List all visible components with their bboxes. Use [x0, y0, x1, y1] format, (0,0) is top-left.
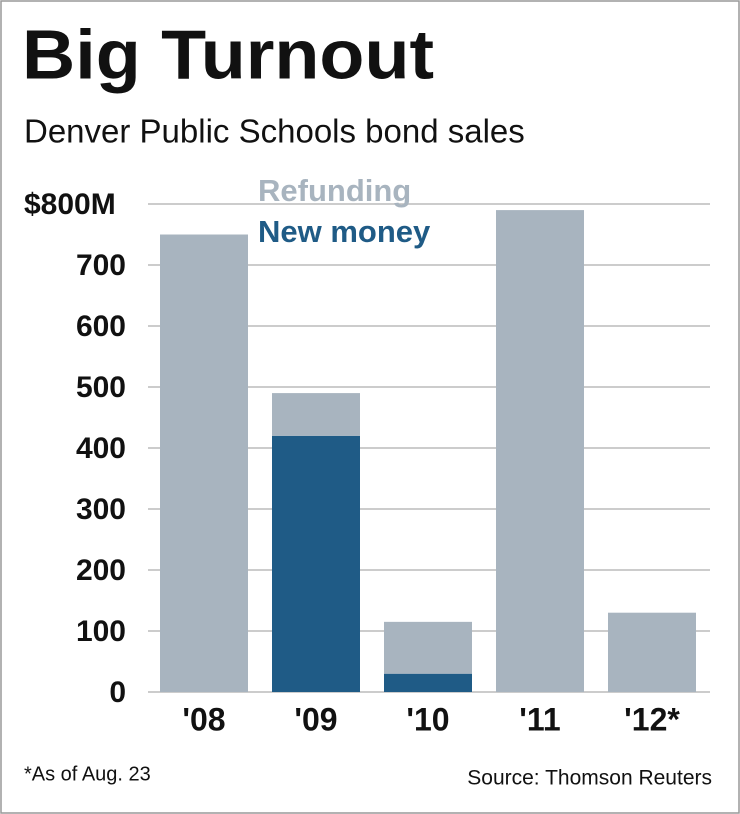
- y-tick-label: 400: [76, 432, 126, 465]
- chart-title: Big Turnout: [22, 15, 434, 93]
- x-tick-label: '10: [406, 701, 449, 737]
- bar-segment: [384, 673, 472, 692]
- y-tick-label: 600: [76, 310, 126, 343]
- source: Source: Thomson Reuters: [467, 767, 712, 790]
- x-tick-label: '08: [182, 701, 225, 737]
- bar-segment: [272, 393, 360, 436]
- y-tick-label: 700: [76, 249, 126, 282]
- chart-subtitle: Denver Public Schools bond sales: [24, 113, 525, 150]
- y-tick-label: 100: [76, 615, 126, 648]
- legend-label: Refunding: [258, 173, 411, 208]
- legend-label: New money: [258, 214, 431, 249]
- y-tick-label: $800M: [24, 188, 116, 221]
- bar-segment: [496, 210, 584, 692]
- x-tick-label: '11: [519, 701, 560, 737]
- bar-segment: [160, 234, 248, 692]
- y-tick-label: 200: [76, 554, 126, 587]
- bar-segment: [272, 435, 360, 692]
- y-tick-label: 0: [109, 676, 126, 709]
- bar-segment: [384, 621, 472, 674]
- y-tick-label: 300: [76, 493, 126, 526]
- x-tick-label: '09: [294, 701, 337, 737]
- y-tick-label: 500: [76, 371, 126, 404]
- x-tick-label: '12*: [624, 701, 680, 737]
- bar-segment: [608, 612, 696, 692]
- footnote: *As of Aug. 23: [24, 763, 151, 785]
